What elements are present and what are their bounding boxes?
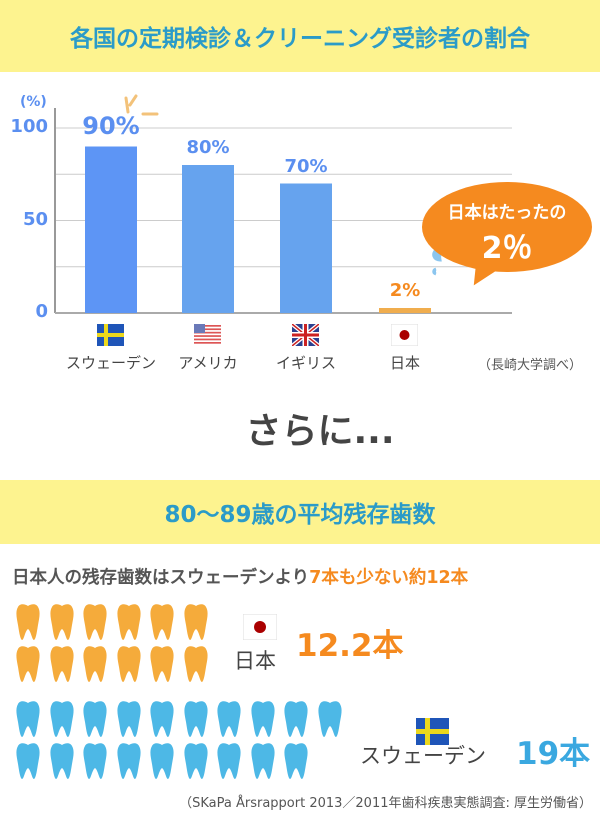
japan-tooth-icon <box>150 604 174 640</box>
category-label-uk: イギリス <box>275 354 336 372</box>
data-label-usa: 80% <box>186 137 230 158</box>
y-tick-0: 0 <box>35 301 48 322</box>
sweden-tooth-icon <box>116 701 141 737</box>
sweden-tooth-icon <box>250 743 275 779</box>
sweden-flag-icon <box>416 718 449 745</box>
bar-japan <box>379 308 431 313</box>
japan-tooth-icon <box>116 604 141 640</box>
sweden-tooth-icon <box>16 701 40 737</box>
category-label-japan: 日本 <box>389 354 420 372</box>
y-tick-100: 100 <box>10 116 48 137</box>
japan-tooth-icon <box>16 604 40 640</box>
section-title: 80〜89歳の平均残存歯数 <box>0 480 600 544</box>
sparkle-icon <box>124 94 159 116</box>
sweden-label: スウェーデン <box>360 744 486 768</box>
callout-bubble: 日本はたったの 2％ <box>422 182 592 272</box>
japan-tooth-icon <box>150 646 174 682</box>
japan-value: 12.2本 <box>296 628 404 664</box>
japan-tooth-icon <box>183 646 208 682</box>
uk-flag-icon <box>292 324 319 346</box>
subtitle-highlight: 7本も少ない約12本 <box>309 568 469 588</box>
japan-tooth-icon <box>83 604 107 640</box>
japan-tooth-icon <box>116 646 141 682</box>
sweden-tooth-icon <box>284 743 308 779</box>
chart-plot <box>54 94 512 314</box>
sweden-tooth-icon <box>83 701 107 737</box>
subtitle-plain: 日本人の残存歯数はスウェーデンより <box>12 568 310 588</box>
sweden-tooth-icon <box>183 743 208 779</box>
y-axis-label: (%) <box>20 94 47 110</box>
sweden-flag-icon <box>97 324 124 346</box>
japan-flag-icon <box>243 614 277 640</box>
category-label-usa: アメリカ <box>178 354 238 372</box>
japan-label: 日本 <box>234 649 276 673</box>
sweden-tooth-icon <box>250 701 275 737</box>
data-label-japan: 2% <box>389 280 421 301</box>
teeth-source: （SKaPa Årsrapport 2013／2011年歯科疾患実態調査: 厚生… <box>179 796 592 811</box>
sarani-text: さらに... <box>245 411 395 452</box>
bar-uk <box>280 183 332 313</box>
sweden-tooth-icon <box>317 701 342 737</box>
callout-line2: 2％ <box>481 231 533 266</box>
japan-tooth-icon <box>16 646 40 682</box>
sweden-tooth-icon <box>150 701 174 737</box>
japan-tooth-icon <box>49 646 74 682</box>
sweden-tooth-icon <box>49 701 74 737</box>
sweden-tooth-icon <box>284 701 308 737</box>
data-label-sweden: 90% <box>82 111 140 140</box>
bar-sweden <box>85 146 137 313</box>
sweden-tooth-icon <box>49 743 74 779</box>
sweden-tooth-icon <box>150 743 174 779</box>
sweden-tooth-icon <box>217 743 241 779</box>
japan-tooth-icon <box>183 604 208 640</box>
data-label-uk: 70% <box>284 155 328 177</box>
sweden-tooth-icon <box>116 743 141 779</box>
sweden-value: 19本 <box>516 736 591 772</box>
japan-tooth-icon <box>49 604 74 640</box>
japan-flag-icon <box>391 324 418 346</box>
sweden-tooth-icon <box>83 743 107 779</box>
category-label-sweden: スウェーデン <box>65 354 156 372</box>
sweden-tooth-icon <box>16 743 40 779</box>
y-tick-50: 50 <box>22 209 48 230</box>
japan-tooth-icon <box>83 646 107 682</box>
sweden-tooth-icon <box>183 701 208 737</box>
page-title: 各国の定期検診＆クリーニング受診者の割合 <box>0 0 600 72</box>
chart-source: （長崎大学調べ） <box>478 358 583 373</box>
bar-usa <box>182 165 234 313</box>
callout-line1: 日本はたったの <box>447 203 567 223</box>
usa-flag-icon <box>194 324 221 346</box>
sweden-tooth-icon <box>217 701 241 737</box>
section-subtitle: 日本人の残存歯数はスウェーデンより7本も少ない約12本 <box>12 564 468 589</box>
